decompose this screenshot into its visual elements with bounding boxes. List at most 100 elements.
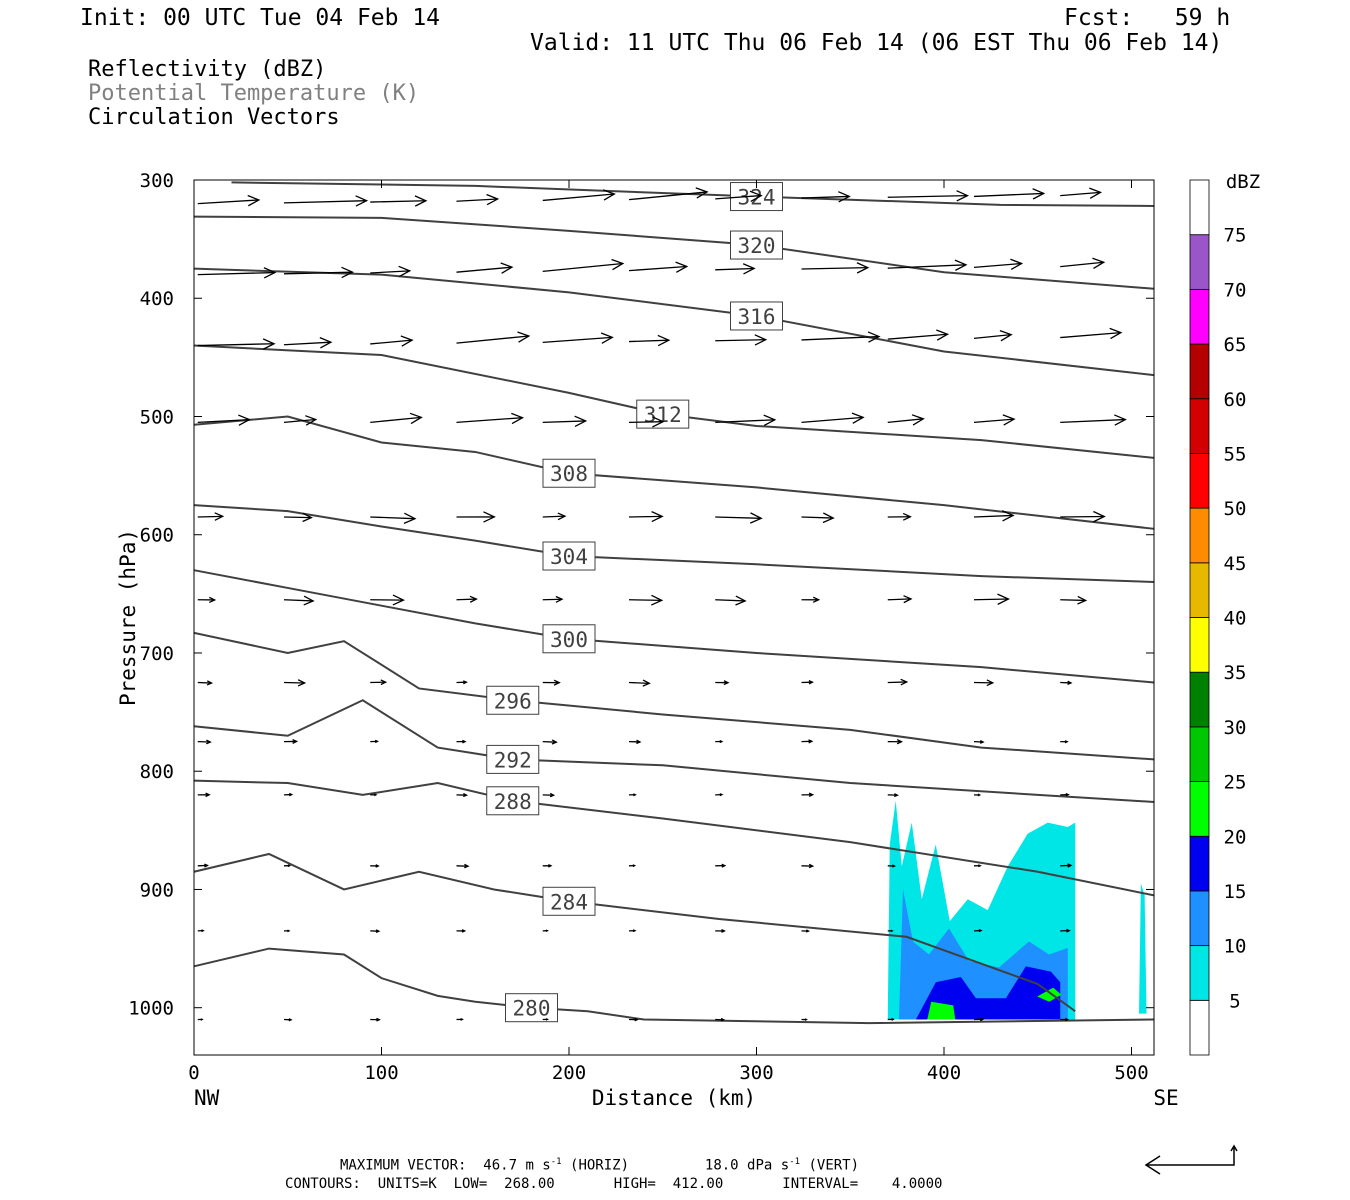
y-tick-label: 1000	[128, 998, 174, 1020]
x-tick-label: 0	[188, 1062, 199, 1084]
circulation-vector	[197, 792, 211, 798]
isentrope-label-box	[730, 301, 783, 331]
colorbar-tick-label: 10	[1224, 936, 1247, 958]
circulation-vector	[542, 189, 616, 202]
colorbar-tick-label: 75	[1224, 225, 1247, 247]
circulation-vector	[283, 679, 307, 687]
colorbar-title: dBZ	[1226, 171, 1260, 193]
y-tick-label: 700	[140, 643, 174, 665]
isentrope-label-box	[542, 886, 596, 916]
circulation-vector	[715, 680, 730, 686]
colorbar-segment	[1189, 453, 1210, 509]
circulation-vector	[801, 596, 821, 603]
x-end-label-nw: NW	[194, 1086, 220, 1110]
circulation-vector	[542, 595, 564, 603]
circulation-vector	[542, 679, 561, 686]
colorbar-segment	[1189, 945, 1210, 1001]
x-axis-title: Distance (km)	[592, 1086, 756, 1110]
circulation-vector	[973, 864, 982, 868]
circulation-vector	[542, 739, 558, 745]
colorbar-segment	[1189, 835, 1210, 892]
circulation-vector	[542, 258, 625, 273]
circulation-vector	[973, 793, 982, 797]
circulation-vector	[197, 739, 212, 745]
circulation-vector	[283, 864, 292, 868]
circulation-vector	[973, 329, 1013, 342]
isentrope-label: 288	[494, 790, 532, 814]
colorbar: 5 10 15 20 25 30 35 40 45 50 55 60 65 70 75 dBZ	[1189, 171, 1260, 1056]
circulation-vector	[370, 335, 414, 347]
circulation-vector	[283, 195, 369, 207]
circulation-vector	[801, 1018, 808, 1021]
circulation-vector	[973, 1017, 985, 1022]
circulation-vector	[715, 512, 763, 524]
circulation-vector	[628, 679, 651, 687]
colorbar-segment	[1189, 179, 1210, 236]
circulation-vector	[456, 929, 467, 933]
circulation-vector	[283, 415, 318, 426]
circulation-vector	[715, 863, 727, 868]
field-reflectivity-label: Reflectivity (dBZ)	[88, 57, 327, 82]
circulation-vector	[801, 512, 835, 524]
circulation-vector	[456, 412, 525, 425]
isentrope-label-box	[486, 685, 540, 715]
circulation-vector	[887, 190, 970, 202]
isentrope-label-box	[730, 230, 783, 260]
circulation-vector	[542, 332, 614, 344]
circulation-vector	[887, 595, 913, 604]
circulation-vector	[1060, 187, 1103, 199]
circulation-vector	[370, 412, 423, 425]
isentrope-label: 304	[550, 545, 588, 569]
circulation-vector	[1060, 257, 1106, 269]
isentrope-label: 320	[738, 234, 776, 258]
circulation-vector	[973, 739, 985, 744]
circulation-vector	[887, 414, 925, 426]
max-vector-note: MAXIMUM VECTOR: 46.7 m s-1 (HORIZ) 18.0 …	[340, 1157, 860, 1174]
circulation-vector	[887, 929, 894, 933]
colorbar-segment	[1189, 507, 1210, 564]
colorbar-tick-label: 5	[1229, 990, 1240, 1012]
isentrope-label-box	[486, 786, 540, 816]
circulation-vector	[973, 414, 1016, 426]
circulation-vector	[370, 864, 380, 868]
circulation-vector	[197, 680, 214, 686]
circulation-vector	[628, 793, 637, 797]
reflectivity-region	[1139, 883, 1147, 1014]
circulation-vector	[1060, 680, 1073, 686]
circulation-vector	[801, 929, 811, 933]
colorbar-segment	[1189, 234, 1210, 290]
x-tick-label: 100	[364, 1062, 398, 1084]
circulation-vector	[715, 929, 726, 933]
y-tick-label: 500	[140, 406, 174, 428]
colorbar-tick-label: 15	[1224, 881, 1247, 903]
circulation-vector	[715, 739, 724, 744]
isentrope-label: 280	[513, 997, 551, 1021]
circulation-vector	[628, 864, 637, 868]
circulation-vector	[1060, 740, 1069, 744]
circulation-vector	[542, 792, 556, 798]
circulation-vector	[283, 512, 313, 523]
isentrope-label-box	[542, 458, 596, 488]
vector-layer	[197, 187, 1127, 1022]
circulation-vector	[197, 512, 225, 521]
circulation-vector	[542, 863, 553, 868]
isentrope-label-box	[636, 399, 690, 429]
circulation-vector	[973, 188, 1046, 200]
circulation-vector	[370, 265, 412, 278]
isentrope-label: 312	[644, 403, 682, 427]
isentrope-label: 292	[494, 748, 532, 772]
circulation-vector	[887, 793, 899, 798]
isentrope-label: 308	[550, 462, 588, 486]
colorbar-tick-label: 70	[1224, 279, 1247, 301]
circulation-vector	[801, 792, 815, 798]
circulation-vector	[973, 593, 1010, 605]
field-vectors-label: Circulation Vectors	[88, 105, 340, 130]
circulation-vector	[197, 596, 217, 604]
circulation-vector	[801, 680, 814, 685]
circulation-vector	[628, 334, 671, 347]
colorbar-tick-label: 35	[1224, 662, 1247, 684]
contour-settings-note: CONTOURS: UNITS=K LOW= 268.00 HIGH= 412.…	[285, 1176, 943, 1192]
isentrope-line	[193, 852, 1076, 1013]
circulation-vector	[887, 864, 897, 868]
circulation-vector	[628, 929, 637, 933]
